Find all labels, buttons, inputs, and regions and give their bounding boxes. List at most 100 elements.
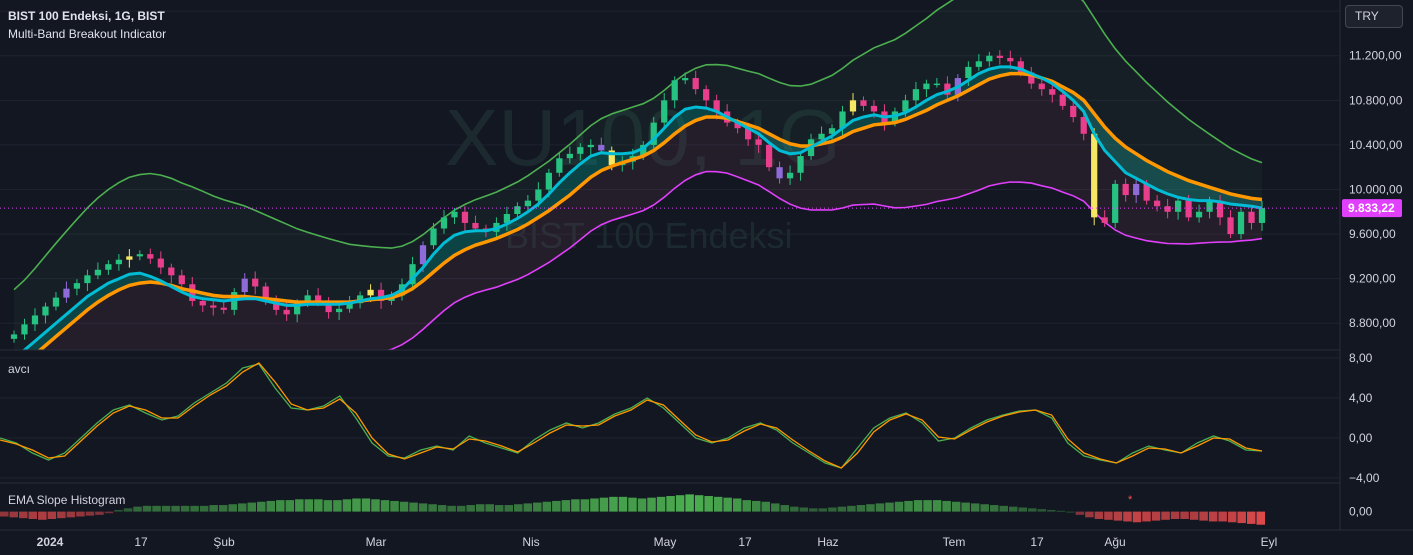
candle-body[interactable] <box>21 324 28 335</box>
candle-body[interactable] <box>409 264 416 285</box>
histogram-bar[interactable] <box>866 504 875 512</box>
candle-body[interactable] <box>734 122 741 129</box>
histogram-bar[interactable] <box>961 502 970 512</box>
candle-body[interactable] <box>430 228 437 246</box>
histogram-bar[interactable] <box>466 505 475 512</box>
histogram-bar[interactable] <box>285 500 295 512</box>
candle-body[interactable] <box>1154 200 1161 207</box>
candle-body[interactable] <box>1059 94 1066 106</box>
candle-body[interactable] <box>1080 117 1087 134</box>
histogram-bar[interactable] <box>1256 511 1265 525</box>
candle-body[interactable] <box>252 278 259 287</box>
price-plot[interactable] <box>0 0 1340 448</box>
histogram-bar[interactable] <box>1199 511 1208 521</box>
histogram-bar[interactable] <box>428 504 437 512</box>
histogram-bar[interactable] <box>276 500 285 512</box>
candle-body[interactable] <box>912 89 920 101</box>
histogram-bar[interactable] <box>314 499 323 512</box>
histogram-bar[interactable] <box>533 502 542 512</box>
histogram-bar[interactable] <box>390 500 399 512</box>
histogram-bar[interactable] <box>799 507 809 512</box>
histogram-bar[interactable] <box>171 505 180 512</box>
histogram-bar[interactable] <box>913 500 923 512</box>
histogram-bar[interactable] <box>885 502 894 512</box>
histogram-bar[interactable] <box>1180 511 1189 519</box>
histogram-bar[interactable] <box>599 497 609 512</box>
histogram-bar[interactable] <box>618 496 628 512</box>
histogram-bar[interactable] <box>371 499 380 512</box>
histogram-bar[interactable] <box>723 497 732 512</box>
histogram-bar[interactable] <box>161 505 171 512</box>
oscillator-line-2[interactable] <box>0 362 1263 469</box>
candle-body[interactable] <box>1101 217 1108 223</box>
histogram-bar[interactable] <box>1047 509 1056 512</box>
histogram-bar[interactable] <box>1237 511 1246 524</box>
histogram-bar[interactable] <box>1056 510 1066 512</box>
histogram-bar[interactable] <box>713 496 723 512</box>
candle-body[interactable] <box>1206 200 1213 212</box>
histogram-bar[interactable] <box>894 501 904 512</box>
histogram-bar[interactable] <box>152 505 161 512</box>
histogram-bar[interactable] <box>514 504 523 512</box>
lower-band-line[interactable] <box>14 170 1263 449</box>
candle-body[interactable] <box>94 269 102 276</box>
candle-body[interactable] <box>1070 105 1077 118</box>
histogram-bar[interactable] <box>475 504 485 512</box>
histogram-bar[interactable] <box>76 511 85 517</box>
histogram-bar[interactable] <box>942 500 951 512</box>
histogram-bar[interactable] <box>1132 511 1142 523</box>
candle-body[interactable] <box>325 300 332 313</box>
candle-body[interactable] <box>1174 200 1182 212</box>
histogram-bar[interactable] <box>399 501 409 512</box>
candle-body[interactable] <box>157 258 164 268</box>
histogram-bar[interactable] <box>647 497 656 512</box>
histogram-bar[interactable] <box>199 505 209 512</box>
candle-body[interactable] <box>503 214 511 223</box>
histogram-bar[interactable] <box>552 500 561 512</box>
candle-body[interactable] <box>849 100 857 112</box>
candle-body[interactable] <box>126 256 133 260</box>
candle-body[interactable] <box>556 158 563 173</box>
histogram-bar[interactable] <box>142 505 152 512</box>
histogram-bar[interactable] <box>1218 511 1227 522</box>
histogram-bar[interactable] <box>9 511 19 518</box>
histogram-bar[interactable] <box>780 505 790 512</box>
candle-body[interactable] <box>1049 89 1056 95</box>
candle-body[interactable] <box>1216 200 1224 218</box>
candle-body[interactable] <box>996 55 1003 58</box>
histogram-bar[interactable] <box>0 511 9 517</box>
histogram-bar[interactable] <box>295 499 304 512</box>
histogram-bar[interactable] <box>409 502 418 512</box>
histogram-bar[interactable] <box>980 504 989 512</box>
histogram-bar[interactable] <box>989 505 999 512</box>
candle-body[interactable] <box>598 144 605 151</box>
candle-body[interactable] <box>63 288 70 298</box>
histogram-bar[interactable] <box>571 499 580 512</box>
histogram-bar[interactable] <box>95 511 104 515</box>
candle-body[interactable] <box>682 78 689 81</box>
candle-body[interactable] <box>283 309 290 315</box>
candle-body[interactable] <box>671 80 678 101</box>
histogram-bar[interactable] <box>218 505 228 512</box>
candle-body[interactable] <box>566 153 573 159</box>
histogram-bar[interactable] <box>590 498 599 512</box>
candle-body[interactable] <box>514 206 521 215</box>
candle-body[interactable] <box>440 217 448 229</box>
candle-body[interactable] <box>168 267 175 276</box>
histogram-bar[interactable] <box>847 505 856 512</box>
histogram-bar[interactable] <box>609 496 618 512</box>
histogram-bar[interactable] <box>1104 511 1113 520</box>
histogram-bar[interactable] <box>104 511 114 514</box>
oscillator-pane[interactable] <box>0 362 1263 469</box>
histogram-bar[interactable] <box>828 507 837 512</box>
ema-fast-line[interactable] <box>14 65 1263 357</box>
histogram-bar[interactable] <box>323 500 333 512</box>
candle-body[interactable] <box>419 245 427 265</box>
candle-body[interactable] <box>933 83 941 86</box>
histogram-bar[interactable] <box>1094 511 1104 519</box>
candle-body[interactable] <box>986 55 993 62</box>
candle-body[interactable] <box>84 275 91 284</box>
histogram-bar[interactable] <box>1085 511 1094 518</box>
histogram-bar[interactable] <box>1161 511 1170 520</box>
candle-body[interactable] <box>839 111 846 129</box>
